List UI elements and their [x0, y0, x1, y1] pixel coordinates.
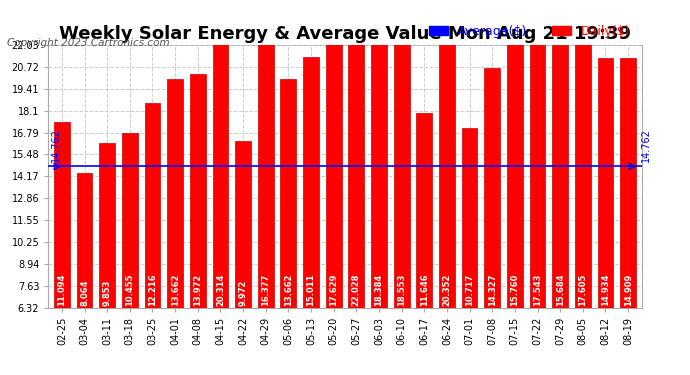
Bar: [394, 0, 410, 308]
Bar: [416, 113, 432, 308]
Legend: Average($), Daily($): Average($), Daily($): [424, 20, 635, 43]
Bar: [145, 104, 160, 308]
Text: 20.314: 20.314: [216, 273, 225, 306]
Text: 14.762: 14.762: [50, 128, 61, 162]
Text: 11.646: 11.646: [420, 273, 428, 306]
Bar: [371, 0, 387, 308]
Bar: [54, 122, 70, 308]
Bar: [122, 133, 138, 308]
Bar: [484, 68, 500, 308]
Text: 15.011: 15.011: [306, 273, 315, 306]
Text: 17.629: 17.629: [329, 273, 338, 306]
Bar: [235, 141, 251, 308]
Text: 10.717: 10.717: [465, 274, 474, 306]
Text: 14.327: 14.327: [488, 273, 497, 306]
Text: 9.853: 9.853: [103, 279, 112, 306]
Bar: [99, 143, 115, 308]
Title: Weekly Solar Energy & Average Value Mon Aug 21 19:39: Weekly Solar Energy & Average Value Mon …: [59, 26, 631, 44]
Text: Copyright 2023 Cartronics.com: Copyright 2023 Cartronics.com: [7, 38, 170, 48]
Bar: [280, 79, 296, 308]
Text: 9.972: 9.972: [239, 279, 248, 306]
Bar: [77, 173, 92, 308]
Text: 8.064: 8.064: [80, 279, 89, 306]
Bar: [552, 45, 568, 308]
Bar: [439, 0, 455, 308]
Text: 18.384: 18.384: [375, 274, 384, 306]
Text: 10.455: 10.455: [126, 273, 135, 306]
Text: 18.553: 18.553: [397, 273, 406, 306]
Bar: [620, 58, 636, 308]
Text: 13.662: 13.662: [284, 273, 293, 306]
Bar: [575, 13, 591, 307]
Bar: [507, 44, 523, 308]
Bar: [303, 57, 319, 308]
Bar: [348, 0, 364, 308]
Text: 20.352: 20.352: [442, 273, 451, 306]
Text: 15.684: 15.684: [555, 273, 564, 306]
Bar: [190, 74, 206, 308]
Bar: [598, 58, 613, 308]
Text: 14.934: 14.934: [601, 273, 610, 306]
Bar: [530, 14, 545, 307]
Text: 16.377: 16.377: [262, 274, 270, 306]
Text: 22.028: 22.028: [352, 273, 361, 306]
Bar: [258, 34, 274, 308]
Text: 17.605: 17.605: [578, 273, 587, 306]
Text: 12.216: 12.216: [148, 273, 157, 306]
Text: 11.094: 11.094: [57, 273, 66, 306]
Text: 14.909: 14.909: [624, 274, 633, 306]
Bar: [213, 0, 228, 308]
Text: 15.760: 15.760: [511, 273, 520, 306]
Text: 13.662: 13.662: [170, 273, 179, 306]
Text: 14.762: 14.762: [640, 128, 651, 162]
Bar: [167, 79, 183, 308]
Bar: [326, 13, 342, 307]
Text: 13.972: 13.972: [193, 274, 202, 306]
Text: 17.543: 17.543: [533, 273, 542, 306]
Bar: [462, 128, 477, 308]
